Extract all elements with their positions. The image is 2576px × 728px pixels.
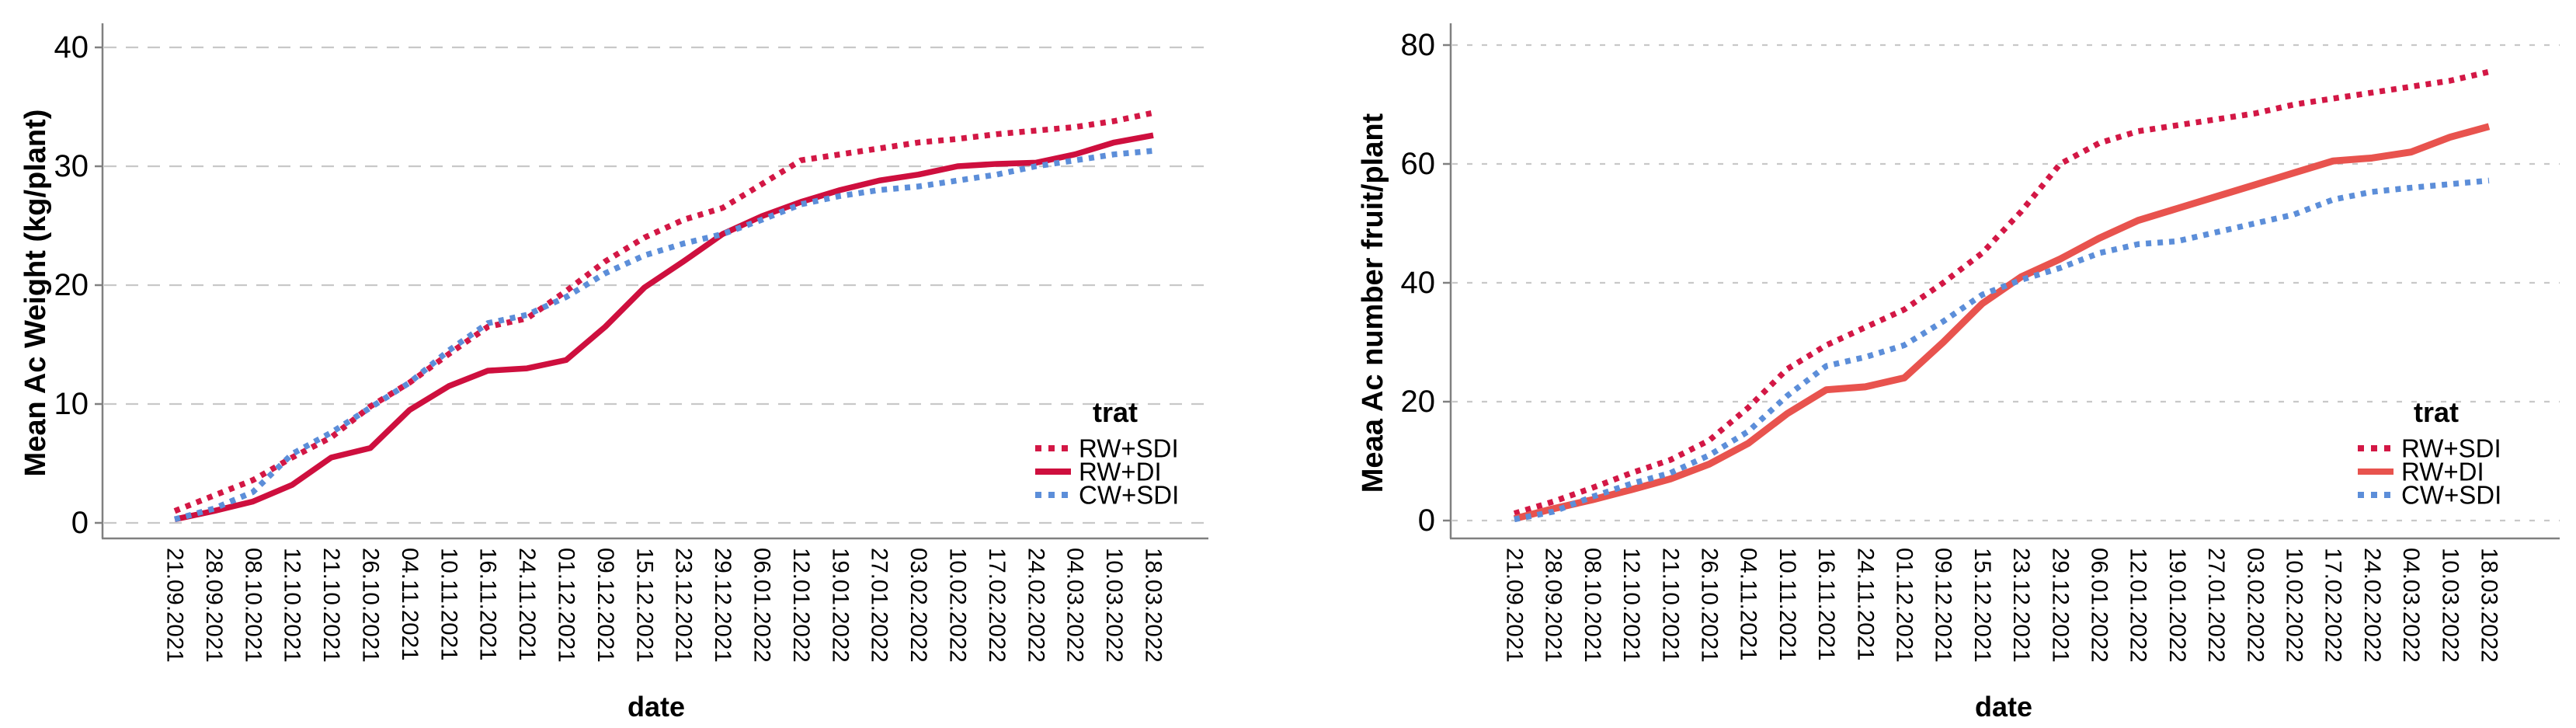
x-tick-label: 08.10.2021	[240, 548, 266, 663]
legend-label-RW+SDI: RW+SDI	[1079, 434, 1179, 463]
x-tick-label: 10.02.2022	[2282, 548, 2307, 663]
y-tick-label: 40	[1401, 266, 1436, 300]
legend-label-CW+SDI: CW+SDI	[2401, 481, 2501, 510]
legend-title: trat	[1093, 396, 1138, 428]
x-tick-label: 29.12.2021	[2047, 548, 2073, 663]
x-tick-label: 10.03.2022	[1101, 548, 1127, 663]
series-line-RW+DI	[1513, 123, 2491, 523]
fruit-count-chart: 0 20 40 60 80 21.09.2021 28.09.2021 08.10.2021 1…	[1357, 23, 2560, 723]
x-tick-label: 18.03.2022	[2477, 548, 2502, 663]
x-tick-label: 26.10.2021	[358, 548, 384, 663]
x-tick-label: 24.11.2021	[1852, 548, 1878, 660]
weight-chart: 0 10 20 30 40 21.09.2021 28.09.2021 08.10.2021 1…	[19, 23, 1208, 723]
x-tick-label: 24.11.2021	[514, 548, 540, 660]
legend-label-RW+DI: RW+DI	[2401, 458, 2484, 486]
x-tick-label: 15.12.2021	[631, 548, 657, 663]
x-tick-label: 09.12.2021	[593, 548, 618, 663]
x-tick-label: 29.12.2021	[710, 548, 735, 663]
y-tick-label: 0	[1418, 503, 1435, 538]
y-tick-label: 0	[71, 506, 89, 540]
y-tick-label: 80	[1401, 28, 1436, 62]
x-tick-label: 17.02.2022	[984, 548, 1010, 663]
legend-title: trat	[2414, 396, 2459, 428]
x-tick-label: 24.02.2022	[1023, 548, 1048, 663]
x-axis-title: date	[1975, 691, 2032, 723]
series-line-RW+DI	[174, 132, 1154, 523]
x-tick-label: 03.02.2022	[906, 548, 931, 663]
series-line-CW+SDI	[174, 148, 1154, 523]
x-tick-label: 12.10.2021	[280, 548, 305, 663]
x-tick-label: 12.01.2022	[788, 548, 814, 663]
x-tick-label: 12.10.2021	[1618, 548, 1644, 663]
series-line-CW+SDI	[1514, 177, 2490, 523]
x-tick-label: 21.09.2021	[1502, 548, 1528, 663]
series-line-RW+SDI	[1513, 68, 2490, 517]
y-axis-title: Mean Ac Weight (kg/plant)	[19, 110, 52, 477]
x-tick-label: 19.01.2022	[2164, 548, 2190, 663]
x-tick-label: 16.11.2021	[475, 548, 501, 660]
x-tick-label: 09.12.2021	[1931, 548, 1956, 663]
x-tick-label: 21.10.2021	[318, 548, 344, 663]
legend-label-RW+DI: RW+DI	[1079, 458, 1162, 486]
x-tick-label: 28.09.2021	[201, 548, 227, 663]
x-tick-label: 04.11.2021	[397, 548, 422, 660]
x-tick-label: 21.09.2021	[162, 548, 188, 663]
x-tick-label: 12.01.2022	[2126, 548, 2151, 663]
x-tick-label: 21.10.2021	[1657, 548, 1683, 663]
x-tick-label: 04.03.2022	[1062, 548, 1088, 663]
x-axis-title: date	[627, 691, 685, 723]
x-tick-label: 17.02.2022	[2320, 548, 2346, 663]
x-tick-label: 06.01.2022	[2087, 548, 2112, 663]
x-tick-label: 06.01.2022	[749, 548, 775, 663]
x-tick-label: 27.01.2022	[867, 548, 892, 663]
x-tick-label: 10.11.2021	[436, 548, 461, 660]
x-tick-label: 01.12.2021	[1892, 548, 1917, 663]
y-tick-label: 40	[54, 30, 89, 64]
y-axis-title: Meaa Ac number fruit/plant	[1357, 113, 1389, 493]
x-tick-label: 10.11.2021	[1775, 548, 1800, 660]
y-tick-label: 60	[1401, 147, 1436, 181]
x-tick-label: 19.01.2022	[827, 548, 853, 663]
x-tick-label: 10.03.2022	[2437, 548, 2463, 663]
series-line-RW+SDI	[173, 110, 1154, 514]
x-tick-label: 24.02.2022	[2359, 548, 2385, 663]
y-tick-label: 30	[54, 149, 89, 183]
x-tick-label: 28.09.2021	[1541, 548, 1566, 663]
legend-label-RW+SDI: RW+SDI	[2401, 434, 2501, 463]
legend-label-CW+SDI: CW+SDI	[1079, 481, 1179, 510]
x-tick-label: 03.02.2022	[2242, 548, 2268, 663]
y-tick-label: 20	[54, 268, 89, 302]
x-tick-label: 18.03.2022	[1141, 548, 1166, 663]
y-tick-label: 10	[54, 387, 89, 421]
y-tick-label: 20	[1401, 385, 1436, 419]
x-tick-label: 26.10.2021	[1697, 548, 1723, 663]
x-tick-label: 01.12.2021	[554, 548, 579, 663]
x-tick-label: 27.01.2022	[2203, 548, 2229, 663]
x-tick-label: 04.11.2021	[1736, 548, 1761, 660]
x-tick-label: 23.12.2021	[671, 548, 697, 663]
x-tick-label: 10.02.2022	[945, 548, 971, 663]
x-tick-label: 04.03.2022	[2398, 548, 2424, 663]
x-tick-label: 08.10.2021	[1580, 548, 1605, 663]
x-tick-label: 15.12.2021	[1969, 548, 1995, 663]
x-tick-label: 16.11.2021	[1813, 548, 1839, 660]
x-tick-label: 23.12.2021	[2008, 548, 2034, 663]
